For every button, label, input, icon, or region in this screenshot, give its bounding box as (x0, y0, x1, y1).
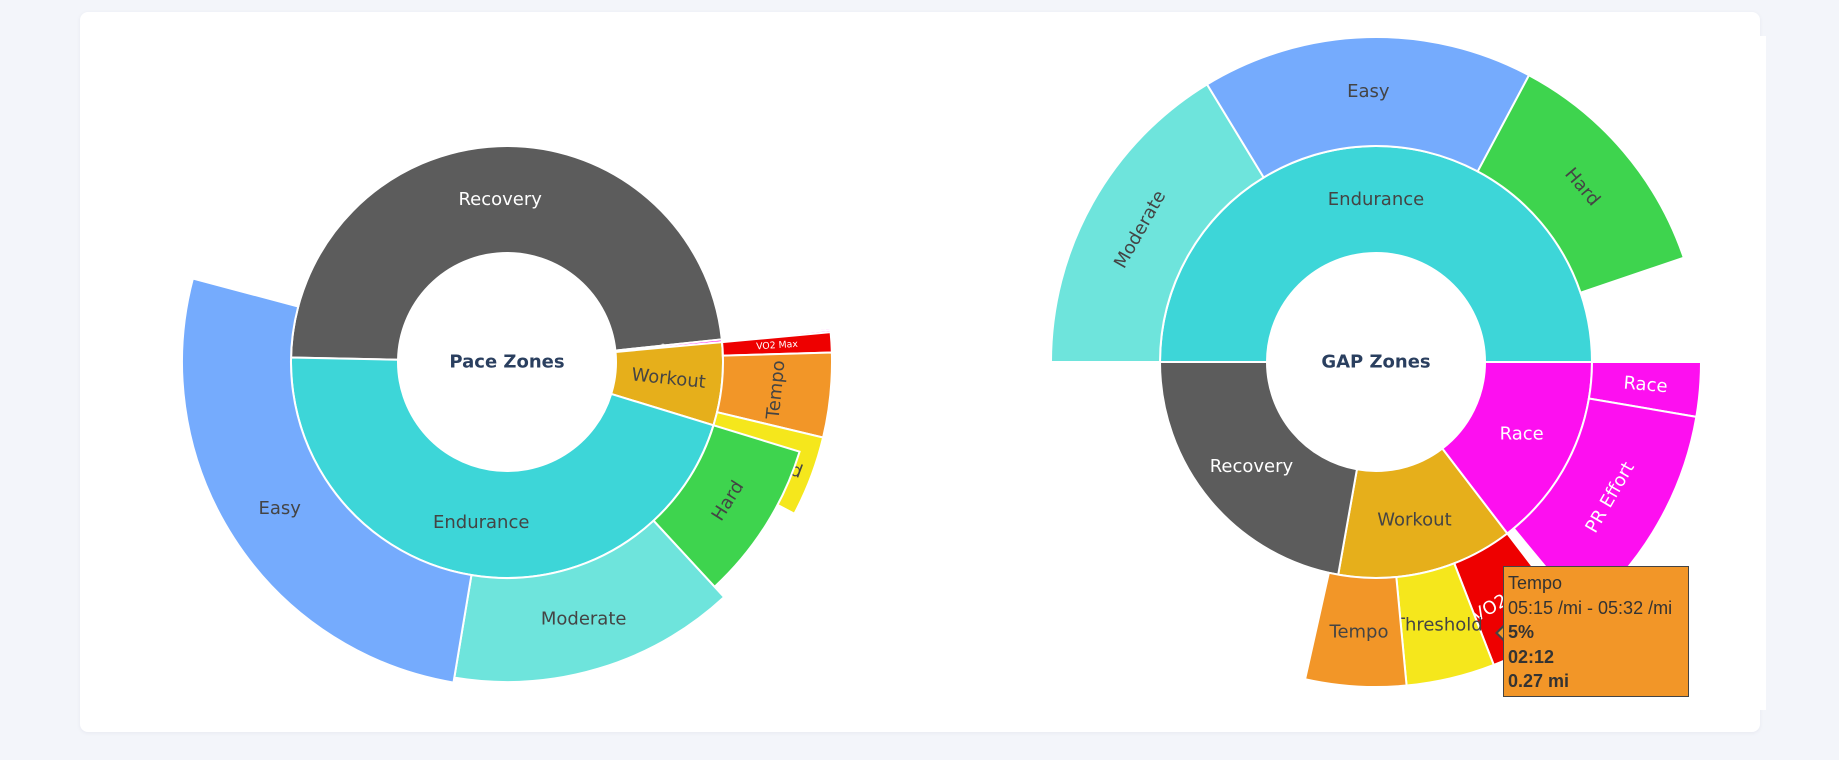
gap-zones-outer-label-easy: Easy (1347, 81, 1390, 102)
gap-zones-outer-label-race: Race (1623, 373, 1669, 398)
hover-tooltip: Tempo 05:15 /mi - 05:32 /mi 5% 02:12 0.2… (1503, 566, 1689, 697)
gap-zones-outer-slice-hard[interactable] (1476, 73, 1686, 294)
pace-zones-outer-label-vo2-max: VO2 Max (756, 339, 799, 353)
pace-zones-outer-label-easy: Easy (258, 498, 301, 519)
tooltip-percent: 5% (1508, 622, 1535, 642)
pace-zones-outer-slice-easy[interactable] (181, 277, 473, 684)
pace-zones-outer-label-moderate: Moderate (541, 608, 627, 629)
gap-zones-inner-label-workout: Workout (1377, 509, 1451, 530)
tooltip-zone: Tempo (1508, 573, 1563, 593)
card-edge (1760, 36, 1766, 710)
tooltip-distance: 0.27 mi (1508, 671, 1570, 691)
gap-zones-outer-label-threshold: Threshold (1393, 615, 1483, 636)
tooltip-range: 05:15 /mi - 05:32 /mi (1508, 597, 1673, 618)
pace-zones-inner-label-endurance: Endurance (433, 512, 529, 533)
gap-zones-sunburst: EnduranceRaceWorkoutRecoveryModerateEasy… (1049, 36, 1703, 688)
tooltip-arrow-inner (1498, 626, 1505, 640)
gap-zones-inner-label-race: Race (1500, 423, 1544, 444)
pace-zones-inner-label-race: Race (661, 342, 677, 350)
gap-zones-center-title: GAP Zones (1321, 352, 1430, 373)
pace-zones-inner-slice-recovery[interactable] (290, 145, 723, 361)
tooltip-time: 02:12 (1508, 646, 1555, 667)
gap-zones-outer-slice-tempo[interactable] (1303, 571, 1408, 688)
gap-zones-outer-label-tempo: Tempo (1329, 621, 1389, 642)
gap-zones-inner-slice-recovery[interactable] (1158, 361, 1359, 576)
pace-zones-center-title: Pace Zones (449, 352, 564, 373)
pace-zones-sunburst: RecoveryRaceWorkoutEnduranceRacePR Effor… (181, 145, 833, 684)
gap-zones-inner-label-recovery: Recovery (1210, 456, 1294, 477)
pace-zones-inner-label-recovery: Recovery (458, 189, 542, 210)
gap-zones-inner-label-endurance: Endurance (1328, 189, 1424, 210)
